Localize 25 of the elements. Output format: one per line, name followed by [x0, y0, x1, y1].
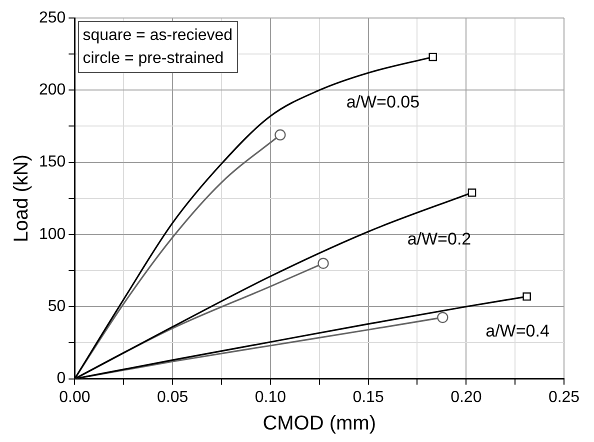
annotation: a/W=0.2 — [407, 230, 472, 249]
x-tick-label: 0.25 — [548, 388, 580, 406]
annotation: a/W=0.4 — [486, 322, 550, 341]
point — [428, 52, 437, 62]
x-axis-title: CMOD (mm) — [262, 412, 376, 435]
point — [274, 129, 286, 140]
point — [468, 188, 476, 197]
y-tick-label: 50 — [48, 298, 66, 316]
y-axis-title: Load (kN) — [10, 154, 33, 242]
annotation: square = as-recieved — [82, 26, 233, 46]
x-tick-label: 0.15 — [352, 388, 384, 406]
point — [437, 312, 448, 324]
y-tick-label: 200 — [38, 82, 66, 99]
x-tick-label: 0.00 — [59, 388, 90, 406]
x-tick-label: 0.10 — [254, 388, 286, 406]
annotation: a/W=0.05 — [346, 92, 420, 112]
point — [318, 258, 329, 269]
y-tick-label: 100 — [38, 226, 66, 243]
annotation: circle = pre-strained — [82, 49, 225, 69]
x-tick-label: 0.20 — [450, 388, 482, 406]
point — [522, 292, 531, 301]
x-tick-label: 0.05 — [156, 388, 188, 406]
y-tick-label: 150 — [38, 154, 66, 171]
y-tick-label: 0 — [56, 370, 66, 388]
y-tick-label: 250 — [38, 9, 66, 26]
